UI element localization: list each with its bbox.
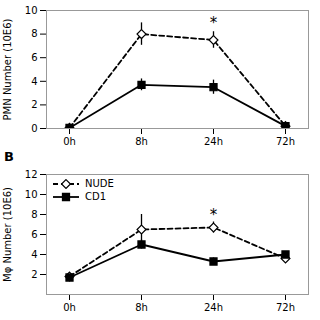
svg-text:8: 8 xyxy=(31,209,37,220)
svg-text:72h: 72h xyxy=(276,302,295,313)
svg-text:0h: 0h xyxy=(63,302,76,313)
svg-text:8h: 8h xyxy=(135,302,148,313)
svg-text:0: 0 xyxy=(31,123,37,134)
svg-text:6: 6 xyxy=(31,52,37,63)
svg-text:72h: 72h xyxy=(276,136,295,147)
svg-text:PMN Number (10E6): PMN Number (10E6) xyxy=(2,18,13,120)
svg-text:12: 12 xyxy=(25,169,38,180)
svg-text:4: 4 xyxy=(31,76,37,87)
svg-text:10: 10 xyxy=(25,5,38,16)
svg-text:6: 6 xyxy=(31,229,37,240)
html-text:CD1: CD1 xyxy=(85,191,106,202)
svg-text:2: 2 xyxy=(31,99,37,110)
svg-text:Mφ Number (10E6): Mφ Number (10E6) xyxy=(2,187,13,282)
svg-text:24h: 24h xyxy=(204,302,223,313)
svg-text:8h: 8h xyxy=(135,136,148,147)
svg-text:*: * xyxy=(210,14,218,32)
svg-text:*: * xyxy=(210,206,218,224)
svg-text:0h: 0h xyxy=(63,136,76,147)
html-text:NUDE: NUDE xyxy=(85,178,114,189)
html-text:B: B xyxy=(4,149,14,164)
svg-text:4: 4 xyxy=(31,249,37,260)
svg-text:10: 10 xyxy=(25,189,38,200)
svg-text:24h: 24h xyxy=(204,136,223,147)
svg-text:2: 2 xyxy=(31,269,37,280)
svg-text:8: 8 xyxy=(31,28,37,39)
